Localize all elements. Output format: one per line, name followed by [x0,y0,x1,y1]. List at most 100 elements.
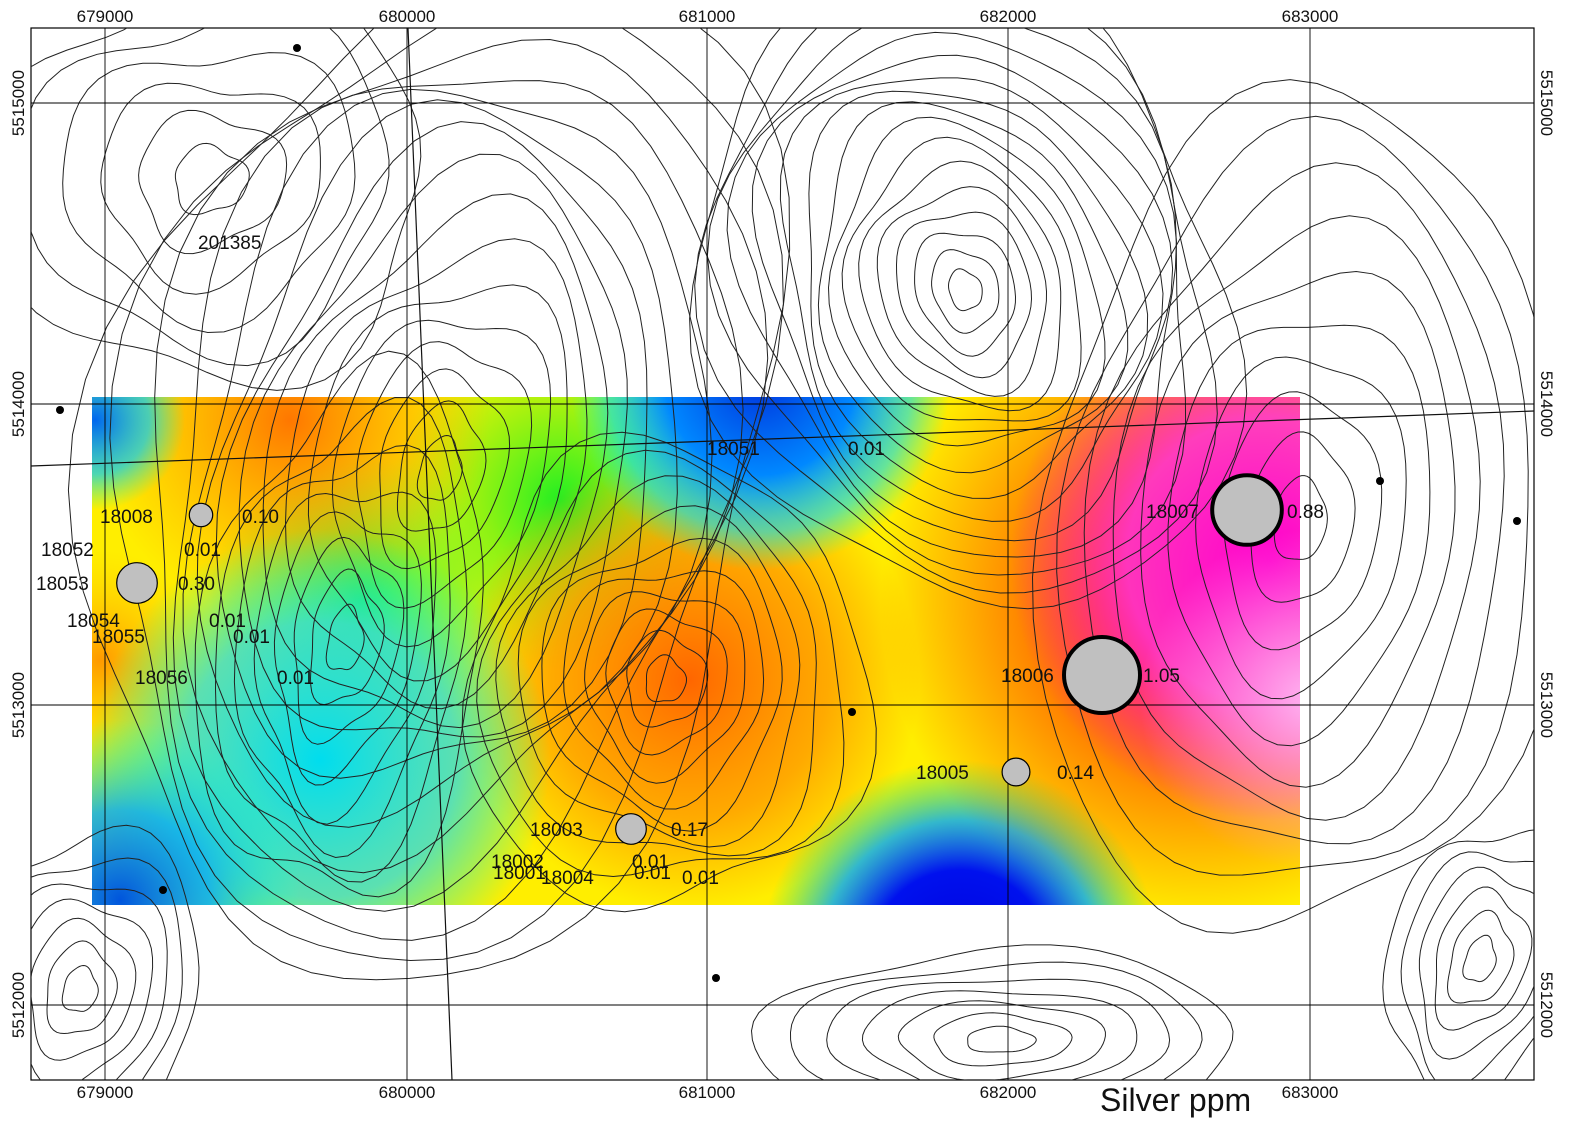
contour-line [46,940,118,1035]
sample-id-label: 18001 [493,863,546,884]
contour-line [808,90,1149,499]
contour-line [645,654,688,703]
sample-value-label: 0.01 [184,540,221,561]
contour-line [31,917,137,1061]
sample-value-label: 0.01 [277,668,314,689]
northing-tick-left: 5512000 [9,972,28,1038]
contour-line [1112,215,1481,821]
sample-value-label: 0.01 [209,611,246,632]
contour-line [61,964,99,1012]
easting-tick-bottom: 680000 [379,1083,436,1102]
contour-line [827,116,1106,447]
contour-line [309,568,385,706]
easting-tick-bottom: 682000 [980,1083,1037,1102]
sample-id-label: 18054 [67,611,120,632]
contour-line [194,350,484,898]
contour-line [1400,851,1534,1080]
contour-line [858,160,1062,412]
sample-labels: 18008 0.10 18052 0.01 18053 0.30 18054 0.01 1805… [36,233,1324,889]
sample-id-label: 18056 [135,668,188,689]
sample-id-label: 18002 [491,852,544,873]
contour-line [31,28,390,367]
contour-line [396,400,487,532]
contour-line [495,475,817,857]
contour-line [1382,829,1534,1080]
sample-id-label: 18052 [41,540,94,561]
contour-line [605,608,728,756]
contour-line [138,109,288,255]
contour-line [172,80,744,912]
contour-line [461,431,877,913]
sample-circle-18008 [188,502,214,528]
silver-interpolation-grid [92,397,1300,905]
road-line [407,27,453,1081]
sample-circle-18006 [1062,635,1142,715]
road-line [30,410,1535,467]
easting-tick-top: 682000 [980,7,1037,26]
contour-line [931,249,1000,334]
contour-line [233,444,451,859]
easting-tick-top: 679000 [77,7,134,26]
northing-tick-right: 5515000 [1537,70,1556,136]
contour-line [174,142,250,216]
contour-line [750,944,1234,1080]
contour-line [947,268,983,312]
contour-line [826,978,1171,1080]
contour-line [861,990,1138,1080]
sample-value-label: 0.01 [682,868,719,889]
contour-line [476,449,845,878]
sample-value-label: 0.01 [632,852,669,873]
contour-line [62,52,356,334]
contour-line [1083,162,1505,845]
survey-point-dot [159,886,167,894]
sample-id-label: 18008 [100,507,153,528]
station-label: 201385 [198,233,261,254]
easting-tick-bottom: 679000 [77,1083,134,1102]
northing-tick-right: 5512000 [1537,972,1556,1038]
sample-value-label: 0.01 [233,627,270,648]
sample-id-label: 18053 [36,574,89,595]
contour-line [689,28,1248,610]
sample-value-label: 0.01 [634,863,671,884]
contour-line [31,898,154,1080]
map-title: Silver ppm [1100,1082,1252,1118]
contour-line [1140,270,1456,788]
contour-line [1167,324,1431,747]
contour-line [817,101,1129,474]
contour-line [967,1025,1037,1053]
sample-id-label: 18004 [541,868,594,889]
contour-line [262,193,609,729]
survey-point-dot [848,708,856,716]
northing-tick-left: 5513000 [9,672,28,738]
survey-point-dot [1376,477,1384,485]
contour-line [779,77,1164,522]
sample-id-label: 18051 [707,439,760,460]
easting-tick-bottom: 683000 [1282,1083,1339,1102]
sample-circle-18003 [615,813,647,845]
contour-line [626,629,709,728]
contour-line [563,570,765,810]
contour-line [841,136,1082,422]
contour-line [31,857,183,1080]
contour-line [1418,866,1534,1060]
contour-line [751,54,1174,542]
contour-line [31,28,422,391]
contour-line [694,28,1218,594]
reference-points [56,44,1521,982]
survey-point-dot [293,44,301,52]
contour-line [895,211,1033,379]
northing-tick-left: 5515000 [9,70,28,136]
northing-tick-left: 5514000 [9,371,28,437]
contour-line [517,505,801,848]
easting-tick-top: 680000 [379,7,436,26]
survey-point-dot [56,406,64,414]
sample-id-label: 18007 [1146,502,1199,523]
contour-line [109,28,784,962]
linear-features [30,27,1535,1081]
axis-tick-labels: 679000 679000 680000 680000 681000 681000 6820… [9,7,1556,1102]
contour-line [31,883,168,1080]
sample-value-label: 0.30 [178,574,215,595]
easting-tick-top: 681000 [679,7,736,26]
